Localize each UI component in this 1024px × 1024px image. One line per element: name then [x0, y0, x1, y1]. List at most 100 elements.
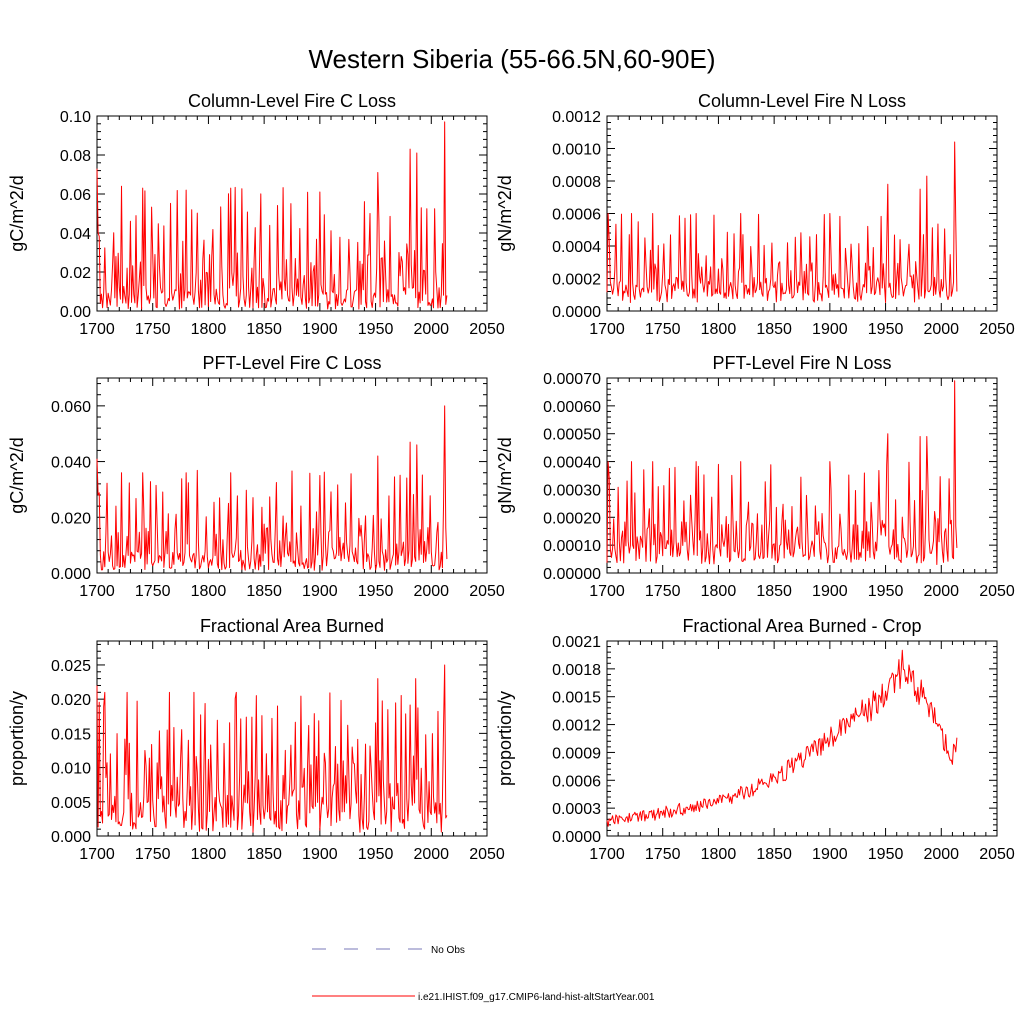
legend-label-no-obs: No Obs	[431, 945, 465, 956]
y-tick-label: 0.00020	[543, 510, 601, 527]
y-tick-label: 0.0010	[552, 142, 601, 159]
y-tick-label: 0.0012	[552, 718, 601, 735]
x-tick-label: 2000	[413, 846, 449, 863]
panel-title: PFT-Level Fire C Loss	[202, 353, 381, 373]
x-tick-label: 1700	[589, 583, 625, 600]
x-tick-label: 1900	[302, 321, 338, 338]
x-tick-label: 2050	[979, 583, 1015, 600]
y-tick-label: 0.00070	[543, 371, 601, 388]
y-tick-label: 0.00060	[543, 399, 601, 416]
y-tick-label: 0.08	[60, 148, 91, 165]
y-tick-label: 0.0002	[552, 272, 601, 289]
y-tick-label: 0.0003	[552, 801, 601, 818]
y-axis-label: gN/m^2/d	[495, 175, 515, 251]
x-tick-label: 2000	[923, 846, 959, 863]
x-tick-label: 1700	[589, 321, 625, 338]
y-tick-label: 0.10	[60, 109, 91, 126]
chart-panel: 1700 1750 1800 1850 1900 1950 2000 2050 0.000 0.0…	[7, 616, 505, 863]
x-tick-label: 1950	[358, 321, 394, 338]
y-tick-label: 0.00040	[543, 455, 601, 472]
y-tick-label: 0.0021	[552, 634, 601, 651]
x-tick-label: 1850	[246, 583, 282, 600]
y-tick-label: 0.010	[51, 761, 91, 778]
x-tick-label: 1900	[812, 846, 848, 863]
y-tick-label: 0.020	[51, 510, 91, 527]
plot-frame	[96, 377, 488, 574]
y-tick-label: 0.02	[60, 265, 91, 282]
y-axis-label: gC/m^2/d	[7, 175, 27, 251]
x-tick-label: 2000	[923, 321, 959, 338]
x-tick-label: 1950	[868, 846, 904, 863]
y-tick-label: 0.00030	[543, 482, 601, 499]
y-tick-label: 0.005	[51, 795, 91, 812]
y-tick-label: 0.0015	[552, 690, 601, 707]
series-line	[96, 121, 448, 310]
panel-title: Column-Level Fire C Loss	[188, 91, 396, 111]
y-tick-label: 0.040	[51, 455, 91, 472]
series-line	[96, 405, 448, 571]
y-tick-label: 0.000	[51, 566, 91, 583]
x-tick-label: 1750	[645, 583, 681, 600]
x-tick-label: 1850	[756, 321, 792, 338]
x-tick-label: 1750	[135, 583, 171, 600]
y-tick-label: 0.00000	[543, 566, 601, 583]
x-tick-label: 1950	[358, 846, 394, 863]
x-tick-label: 2000	[413, 321, 449, 338]
x-tick-label: 2050	[979, 846, 1015, 863]
figure-title: Western Siberia (55-66.5N,60-90E)	[308, 44, 715, 74]
x-tick-label: 1850	[756, 583, 792, 600]
x-tick-label: 1950	[868, 583, 904, 600]
y-tick-label: 0.0008	[552, 174, 601, 191]
panel-title: Fractional Area Burned - Crop	[682, 616, 921, 636]
y-tick-label: 0.0000	[552, 829, 601, 846]
x-tick-label: 1950	[358, 583, 394, 600]
y-tick-label: 0.0012	[552, 109, 601, 126]
x-tick-label: 1850	[246, 321, 282, 338]
y-tick-label: 0.015	[51, 726, 91, 743]
legend: No Obs i.e21.IHIST.f09_g17.CMIP6-land-hi…	[312, 945, 655, 1003]
x-tick-label: 2050	[469, 321, 505, 338]
y-axis-label: gN/m^2/d	[495, 437, 515, 513]
y-tick-label: 0.020	[51, 692, 91, 709]
x-tick-label: 2050	[469, 583, 505, 600]
x-tick-label: 1750	[645, 321, 681, 338]
x-tick-label: 1750	[645, 846, 681, 863]
x-tick-label: 1900	[812, 321, 848, 338]
y-tick-label: 0.00010	[543, 538, 601, 555]
x-tick-label: 1700	[79, 321, 115, 338]
plot-frame	[606, 377, 998, 574]
series-line	[96, 664, 448, 833]
x-tick-label: 2000	[923, 583, 959, 600]
x-tick-label: 1750	[135, 321, 171, 338]
x-tick-label: 1800	[701, 583, 737, 600]
y-tick-label: 0.060	[51, 399, 91, 416]
x-tick-label: 2000	[413, 583, 449, 600]
y-tick-label: 0.0006	[552, 207, 601, 224]
series-line	[606, 141, 958, 303]
x-tick-label: 1800	[191, 321, 227, 338]
y-tick-label: 0.00	[60, 304, 91, 321]
y-tick-label: 0.0004	[552, 239, 601, 256]
chart-panel: 1700 1750 1800 1850 1900 1950 2000 2050 0.0000 0.…	[495, 616, 1015, 863]
y-axis-label: proportion/y	[495, 691, 515, 786]
y-tick-label: 0.06	[60, 187, 91, 204]
y-tick-label: 0.0018	[552, 662, 601, 679]
y-tick-label: 0.0006	[552, 773, 601, 790]
chart-panel: 1700 1750 1800 1850 1900 1950 2000 2050 0.000 0.0…	[7, 353, 505, 600]
chart-panel: 1700 1750 1800 1850 1900 1950 2000 2050 0.0000 0.…	[495, 91, 1015, 338]
y-tick-label: 0.0000	[552, 304, 601, 321]
y-tick-label: 0.04	[60, 226, 91, 243]
y-tick-label: 0.025	[51, 658, 91, 675]
panel-title: PFT-Level Fire N Loss	[712, 353, 891, 373]
series-line	[606, 380, 958, 566]
series-line	[606, 649, 958, 827]
y-axis-label: proportion/y	[7, 691, 27, 786]
chart-panel: 1700 1750 1800 1850 1900 1950 2000 2050 0.00000 0…	[495, 353, 1015, 600]
x-tick-label: 1900	[812, 583, 848, 600]
panel-title: Fractional Area Burned	[200, 616, 384, 636]
panel-title: Column-Level Fire N Loss	[698, 91, 906, 111]
plot-frame	[96, 115, 488, 312]
y-tick-label: 0.000	[51, 829, 91, 846]
plot-frame	[606, 640, 998, 837]
